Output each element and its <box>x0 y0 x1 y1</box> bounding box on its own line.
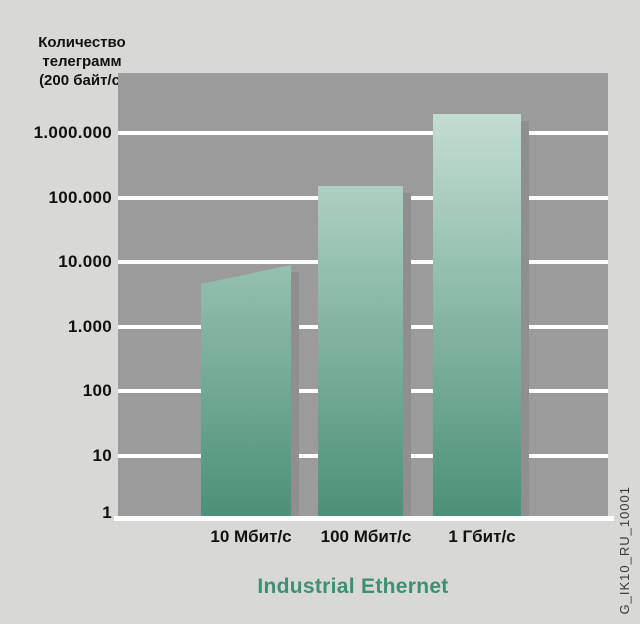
plot-area <box>118 73 608 516</box>
y-tick-label: 100 <box>82 381 112 400</box>
gridline <box>118 131 608 135</box>
bar-shadow <box>291 272 299 516</box>
y-tick-label: 1 <box>102 503 112 522</box>
y-tick-label: 10 <box>92 446 112 465</box>
y-axis-title: Количество телеграмм (200 байт/с) <box>38 34 126 89</box>
y-tick-label: 10.000 <box>58 252 112 271</box>
x-tick-label: 1 Гбит/с <box>448 527 516 546</box>
y-tick-label: 100.000 <box>48 188 112 207</box>
x-tick-label: 100 Мбит/с <box>320 527 412 546</box>
x-tick-label: 10 Мбит/с <box>210 527 292 546</box>
document-id-stamp: G_IK10_RU_10001 <box>617 485 632 614</box>
x-axis-baseline <box>114 516 614 521</box>
y-tick-label: 1.000.000 <box>33 123 112 142</box>
bar-shadow <box>403 193 411 516</box>
y-tick-label: 1.000 <box>67 317 112 336</box>
bar <box>318 186 403 516</box>
chart-title: Industrial Ethernet <box>257 575 449 598</box>
bar-shadow <box>521 121 529 516</box>
bar <box>201 265 291 516</box>
bar <box>433 114 521 516</box>
